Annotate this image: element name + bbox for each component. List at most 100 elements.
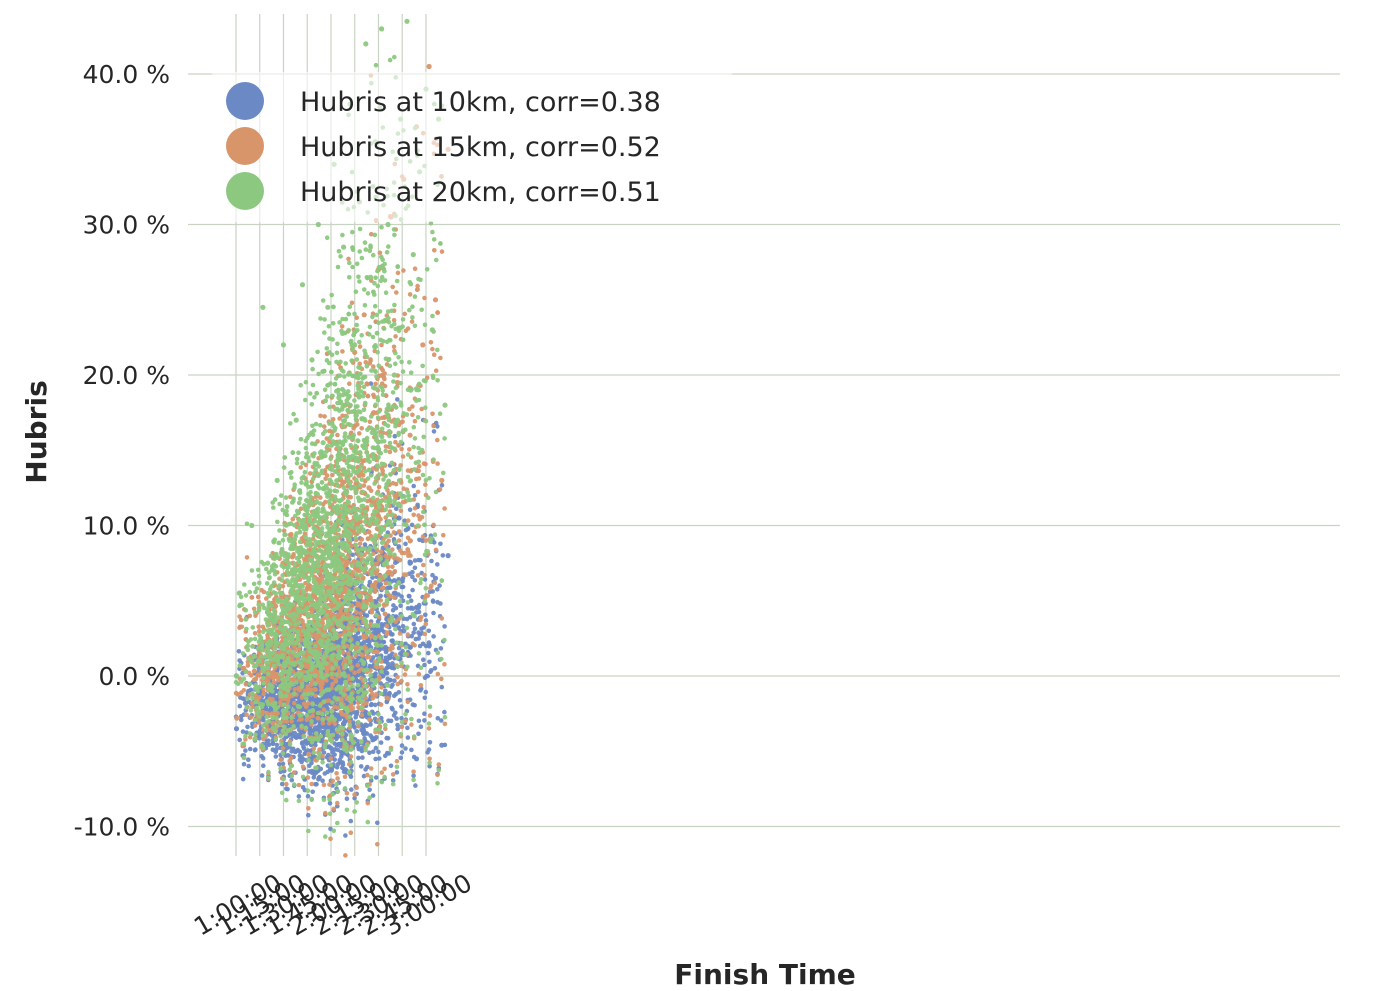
data-point: [330, 727, 336, 733]
data-point: [423, 482, 428, 487]
data-point: [386, 538, 392, 543]
data-point: [430, 599, 436, 604]
data-point: [327, 801, 333, 806]
data-point: [243, 748, 248, 753]
data-point: [382, 766, 387, 772]
data-point: [395, 681, 401, 687]
data-point: [323, 810, 328, 816]
data-point: [300, 785, 306, 790]
data-point: [412, 578, 418, 583]
data-point: [348, 495, 354, 500]
data-point: [365, 772, 370, 778]
data-point: [238, 617, 244, 623]
data-point: [436, 762, 442, 767]
data-point: [284, 786, 289, 792]
data-point: [278, 757, 284, 763]
data-point: [335, 800, 340, 806]
data-point: [247, 746, 253, 752]
data-point: [331, 806, 337, 812]
data-point: [257, 735, 262, 741]
data-point: [442, 721, 448, 727]
data-point: [429, 558, 434, 564]
data-point: [373, 775, 379, 780]
data-point: [327, 767, 333, 772]
data-point: [372, 702, 378, 708]
data-point: [315, 724, 321, 730]
data-point: [403, 746, 408, 751]
data-point: [424, 593, 429, 598]
data-point: [368, 687, 373, 693]
data-point: [372, 589, 378, 594]
data-point: [294, 735, 299, 740]
data-point: [388, 647, 393, 652]
data-point: [411, 512, 417, 518]
data-point: [412, 418, 418, 424]
data-point: [405, 326, 411, 331]
data-point: [430, 572, 435, 578]
data-point: [424, 673, 429, 679]
data-point: [439, 742, 445, 748]
data-point: [260, 624, 266, 630]
data-point: [412, 529, 417, 535]
data-point: [376, 749, 381, 755]
data-point: [297, 749, 303, 754]
data-point: [384, 630, 390, 635]
data-point: [398, 508, 404, 514]
data-point: [359, 537, 365, 542]
data-point: [387, 449, 393, 455]
data-point: [376, 484, 382, 490]
data-points: [233, 18, 451, 858]
data-point: [387, 691, 392, 696]
data-point: [378, 681, 384, 686]
data-point: [384, 623, 390, 629]
data-point: [280, 746, 286, 751]
data-point: [392, 433, 398, 439]
data-point: [439, 676, 444, 682]
data-point: [233, 726, 240, 732]
data-point: [390, 661, 395, 666]
data-point: [335, 432, 340, 438]
data-point: [321, 782, 327, 788]
data-point: [432, 575, 439, 581]
data-point: [432, 580, 438, 586]
data-point: [280, 761, 286, 767]
data-point: [402, 550, 407, 556]
data-point: [418, 617, 423, 623]
data-point: [305, 775, 311, 780]
data-point: [411, 483, 417, 489]
data-point: [395, 722, 400, 728]
data-point: [397, 631, 403, 636]
data-point: [426, 747, 432, 752]
data-point: [354, 711, 360, 717]
data-point: [264, 741, 270, 747]
data-point: [439, 249, 445, 254]
data-point: [271, 680, 277, 685]
data-point: [252, 668, 257, 674]
data-point: [327, 782, 332, 787]
data-point: [431, 522, 436, 528]
data-point: [377, 250, 383, 256]
data-point: [278, 769, 284, 775]
data-point: [385, 735, 391, 741]
data-point: [382, 494, 388, 500]
data-point: [356, 755, 361, 761]
data-point: [306, 806, 311, 811]
data-point: [422, 711, 427, 716]
data-point: [317, 747, 322, 752]
data-point: [394, 506, 399, 512]
data-point: [373, 649, 379, 654]
data-point: [352, 795, 357, 801]
data-point: [380, 415, 385, 421]
data-point: [445, 553, 451, 559]
data-point: [409, 319, 415, 324]
data-point: [256, 624, 262, 629]
data-point: [394, 758, 400, 764]
data-point: [358, 764, 364, 769]
data-point: [357, 541, 363, 546]
data-point: [411, 621, 417, 627]
data-point: [391, 530, 397, 535]
data-point: [370, 655, 376, 660]
data-point: [422, 662, 427, 668]
data-point: [384, 666, 389, 671]
